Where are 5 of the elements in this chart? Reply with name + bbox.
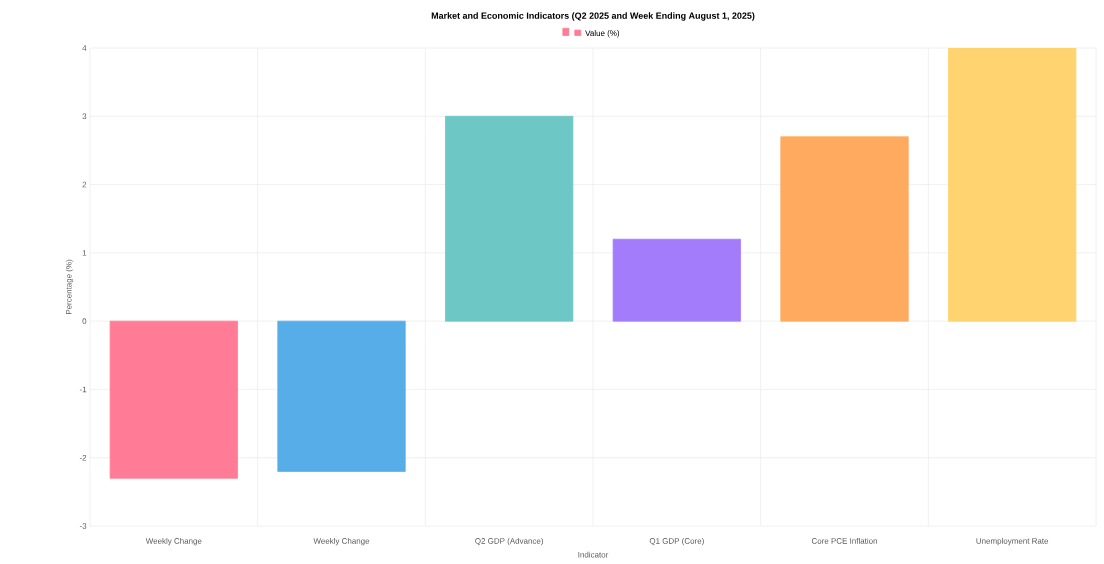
bar — [612, 238, 741, 322]
bar — [780, 136, 909, 322]
bar — [109, 320, 238, 479]
bar — [277, 320, 406, 472]
bar — [445, 115, 574, 322]
